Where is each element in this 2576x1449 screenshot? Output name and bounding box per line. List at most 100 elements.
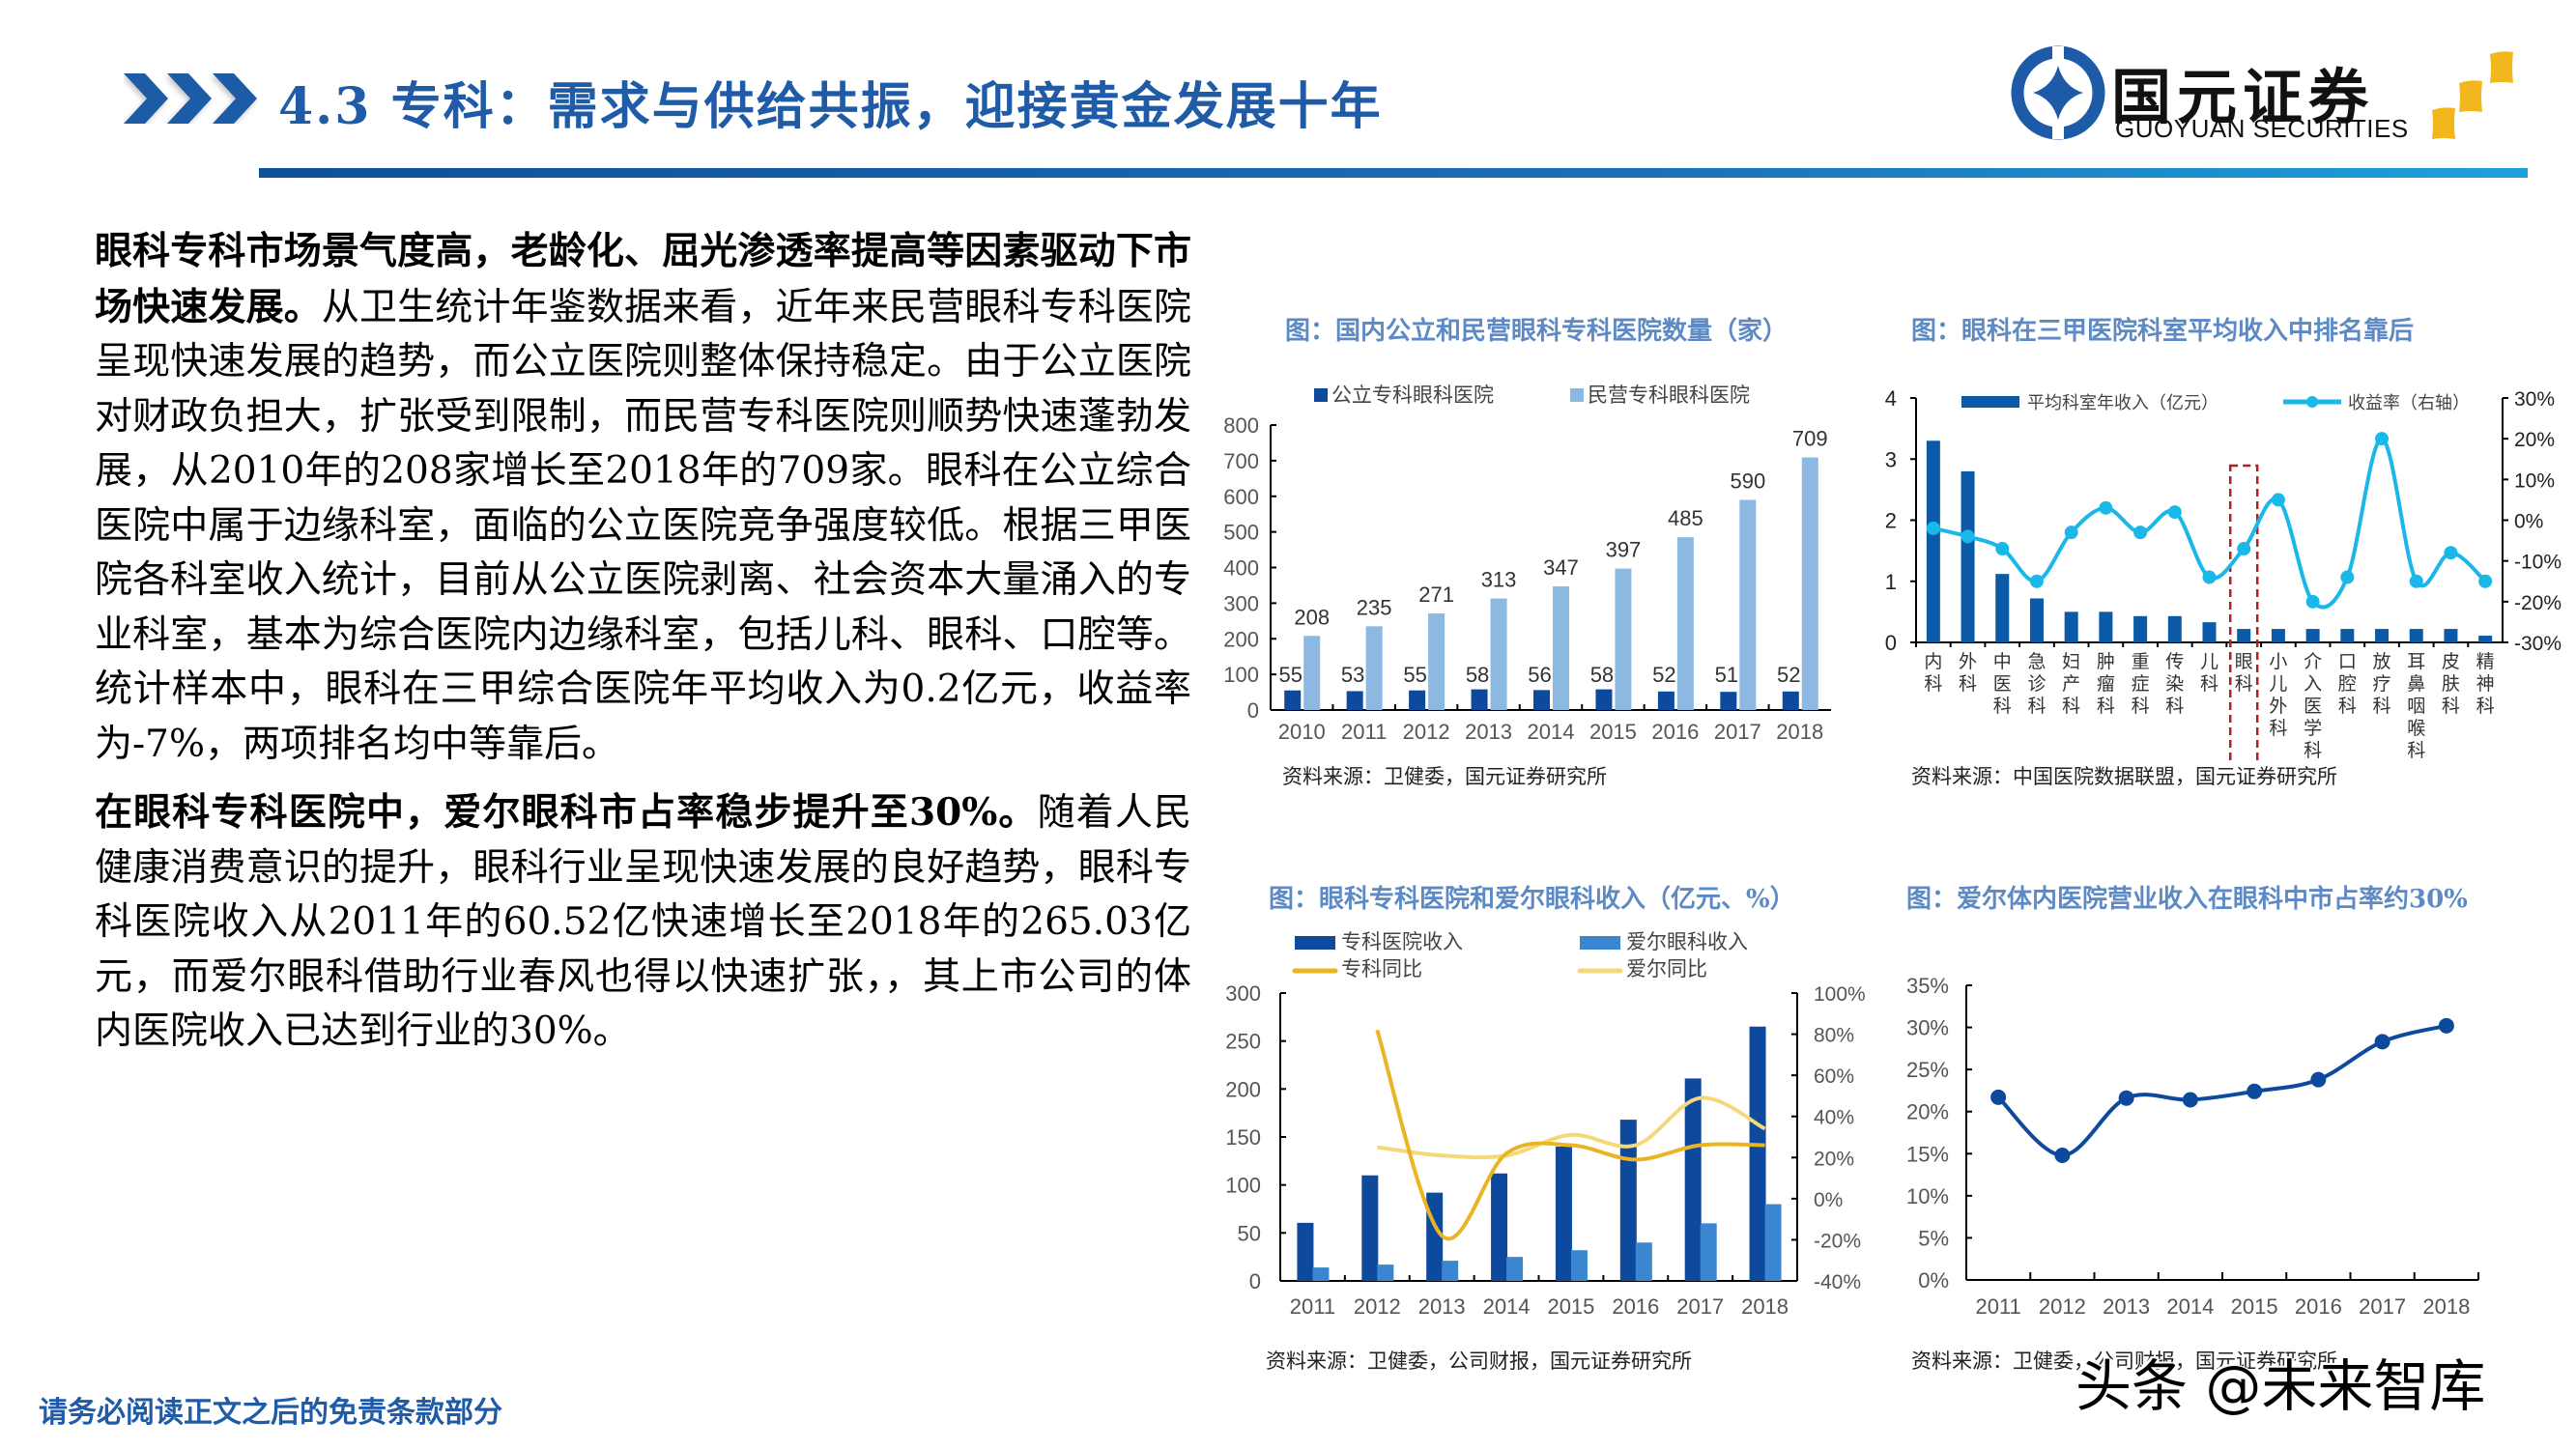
svg-text:52: 52 bbox=[1777, 663, 1800, 687]
paragraph-2-lead: 在眼科专科医院中，爱尔眼科市占率稳步提升至30%。 bbox=[95, 790, 1038, 835]
svg-text:2017: 2017 bbox=[1676, 1294, 1724, 1319]
svg-text:80%: 80% bbox=[1814, 1025, 1854, 1047]
svg-text:500: 500 bbox=[1223, 521, 1259, 545]
paragraph-1-lead: 眼科专科市场景气度高，老龄化、屈光渗透率提高等因素驱动下市场快速发展。 bbox=[95, 229, 1191, 329]
svg-text:25%: 25% bbox=[1906, 1058, 1949, 1082]
bar bbox=[2375, 629, 2390, 642]
svg-text:症: 症 bbox=[2132, 673, 2150, 695]
logo-text-en: GUOYUAN SECURITIES bbox=[2115, 114, 2409, 143]
gold-diamonds-icon bbox=[2432, 51, 2513, 139]
svg-text:科: 科 bbox=[2442, 696, 2460, 717]
legend-swatch bbox=[1570, 388, 1584, 402]
svg-text:-30%: -30% bbox=[2514, 633, 2562, 655]
bar bbox=[2167, 615, 2182, 642]
svg-text:儿: 儿 bbox=[2269, 673, 2287, 695]
bar bbox=[1491, 1173, 1508, 1281]
svg-text:-20%: -20% bbox=[1814, 1230, 1861, 1252]
svg-text:30%: 30% bbox=[1906, 1016, 1949, 1040]
chart1-source: 资料来源：卫健委，国元证券研究所 bbox=[1282, 765, 1607, 788]
svg-text:2014: 2014 bbox=[1528, 720, 1575, 744]
svg-text:2015: 2015 bbox=[2231, 1294, 2278, 1319]
svg-text:染: 染 bbox=[2165, 673, 2184, 695]
svg-text:科: 科 bbox=[2304, 740, 2322, 761]
svg-text:肿: 肿 bbox=[2097, 651, 2115, 672]
svg-text:放: 放 bbox=[2373, 651, 2391, 672]
svg-text:喉: 喉 bbox=[2407, 718, 2425, 739]
svg-text:爱尔同比: 爱尔同比 bbox=[1626, 958, 1707, 980]
svg-text:300: 300 bbox=[1225, 981, 1261, 1006]
svg-text:皮: 皮 bbox=[2442, 651, 2460, 672]
bar bbox=[1533, 690, 1550, 710]
svg-text:2016: 2016 bbox=[1651, 720, 1699, 744]
svg-text:40%: 40% bbox=[1814, 1107, 1854, 1129]
svg-text:10%: 10% bbox=[1906, 1184, 1949, 1208]
svg-text:外: 外 bbox=[1959, 651, 1977, 672]
bar bbox=[1490, 598, 1507, 710]
chart4-plot: 0% 5% 10% 15% 20% 25% 30% 35% 2011 2012 2013 2014 20… bbox=[1906, 974, 2479, 1319]
svg-text:耳: 耳 bbox=[2407, 651, 2425, 672]
bar bbox=[2305, 629, 2320, 642]
svg-text:医: 医 bbox=[2304, 696, 2322, 717]
svg-text:科: 科 bbox=[2165, 696, 2184, 717]
svg-text:2011: 2011 bbox=[1975, 1294, 2020, 1319]
paragraph-2: 在眼科专科医院中，爱尔眼科市占率稳步提升至30%。随着人民健康消费意识的提升，眼… bbox=[95, 785, 1191, 1060]
bar bbox=[1961, 470, 1975, 642]
svg-text:科: 科 bbox=[2269, 718, 2287, 739]
svg-text:神: 神 bbox=[2476, 673, 2495, 695]
svg-text:-10%: -10% bbox=[2514, 552, 2562, 574]
svg-text:235: 235 bbox=[1357, 595, 1392, 619]
svg-text:600: 600 bbox=[1223, 485, 1259, 509]
disclaimer-link[interactable]: 请务必阅读正文之后的免责条款部分 bbox=[39, 1396, 502, 1430]
bar bbox=[1365, 626, 1383, 710]
paragraph-1-text: 从卫生统计年鉴数据来看，近年来民营眼科专科医院呈现快速发展的趋势，而公立医院则整… bbox=[95, 285, 1191, 766]
svg-text:0%: 0% bbox=[2514, 511, 2543, 533]
bar bbox=[1303, 636, 1321, 710]
bar bbox=[1377, 1264, 1394, 1281]
svg-text:30%: 30% bbox=[2514, 388, 2555, 411]
bar bbox=[1801, 457, 1818, 710]
svg-text:学: 学 bbox=[2304, 718, 2322, 739]
svg-text:科: 科 bbox=[2062, 696, 2080, 717]
svg-text:腔: 腔 bbox=[2338, 673, 2357, 695]
bar bbox=[1720, 692, 1737, 710]
svg-text:科: 科 bbox=[2407, 740, 2425, 761]
page-title: 4.3 专科：需求与供给共振，迎接黄金发展十年 bbox=[278, 77, 1383, 136]
svg-text:208: 208 bbox=[1294, 605, 1330, 629]
bar bbox=[1506, 1257, 1524, 1281]
bar bbox=[1684, 1078, 1702, 1281]
bar bbox=[2133, 615, 2148, 642]
svg-text:485: 485 bbox=[1668, 506, 1703, 530]
chart2-plot: 平均科室年收入（亿元） 收益率（右轴） 0 1 2 3 4 -30% -20% -10% 0% 10%… bbox=[1885, 386, 2562, 763]
svg-text:传: 传 bbox=[2165, 651, 2184, 672]
bar bbox=[2340, 629, 2355, 642]
svg-text:诊: 诊 bbox=[2027, 673, 2046, 695]
svg-text:58: 58 bbox=[1466, 663, 1489, 687]
bar bbox=[1346, 691, 1363, 710]
data-point bbox=[2374, 1034, 2390, 1050]
bar bbox=[1471, 689, 1488, 710]
svg-text:0: 0 bbox=[1247, 698, 1259, 723]
svg-text:51: 51 bbox=[1715, 663, 1738, 687]
bar bbox=[1284, 690, 1302, 710]
svg-text:2014: 2014 bbox=[1483, 1294, 1531, 1319]
svg-text:1: 1 bbox=[1885, 570, 1897, 594]
bar bbox=[1657, 691, 1674, 710]
svg-text:2015: 2015 bbox=[1547, 1294, 1594, 1319]
svg-text:科: 科 bbox=[2132, 696, 2150, 717]
svg-text:口: 口 bbox=[2338, 651, 2357, 672]
data-point bbox=[2054, 1148, 2071, 1164]
bar bbox=[2099, 611, 2113, 642]
svg-text:20%: 20% bbox=[1906, 1100, 1949, 1124]
svg-text:-20%: -20% bbox=[2514, 592, 2562, 614]
chart4-title: 图：爱尔体内医院营业收入在眼科中市占率约30% bbox=[1906, 885, 2468, 914]
svg-text:2012: 2012 bbox=[1354, 1294, 1401, 1319]
bar bbox=[1749, 1026, 1766, 1281]
svg-text:250: 250 bbox=[1225, 1030, 1261, 1054]
chart3-source: 资料来源：卫健委，公司财报，国元证券研究所 bbox=[1266, 1350, 1692, 1373]
svg-text:347: 347 bbox=[1543, 555, 1579, 580]
highlight-box bbox=[2228, 464, 2259, 763]
svg-text:肤: 肤 bbox=[2442, 673, 2460, 695]
svg-text:2012: 2012 bbox=[2039, 1294, 2086, 1319]
svg-text:咽: 咽 bbox=[2407, 696, 2425, 717]
